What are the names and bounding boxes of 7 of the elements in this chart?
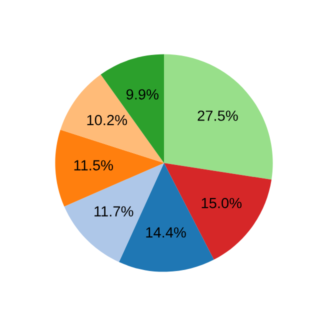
- data-label: 11.7%: [94, 206, 134, 216]
- data-label: 27.5%: [198, 110, 238, 121]
- data-label: 10.2%: [87, 114, 128, 126]
- data-label: 9.9%: [126, 89, 158, 100]
- data-label: 14.4%: [146, 227, 186, 238]
- data-label: 15.0%: [202, 198, 242, 208]
- data-label: 11.5%: [74, 160, 113, 170]
